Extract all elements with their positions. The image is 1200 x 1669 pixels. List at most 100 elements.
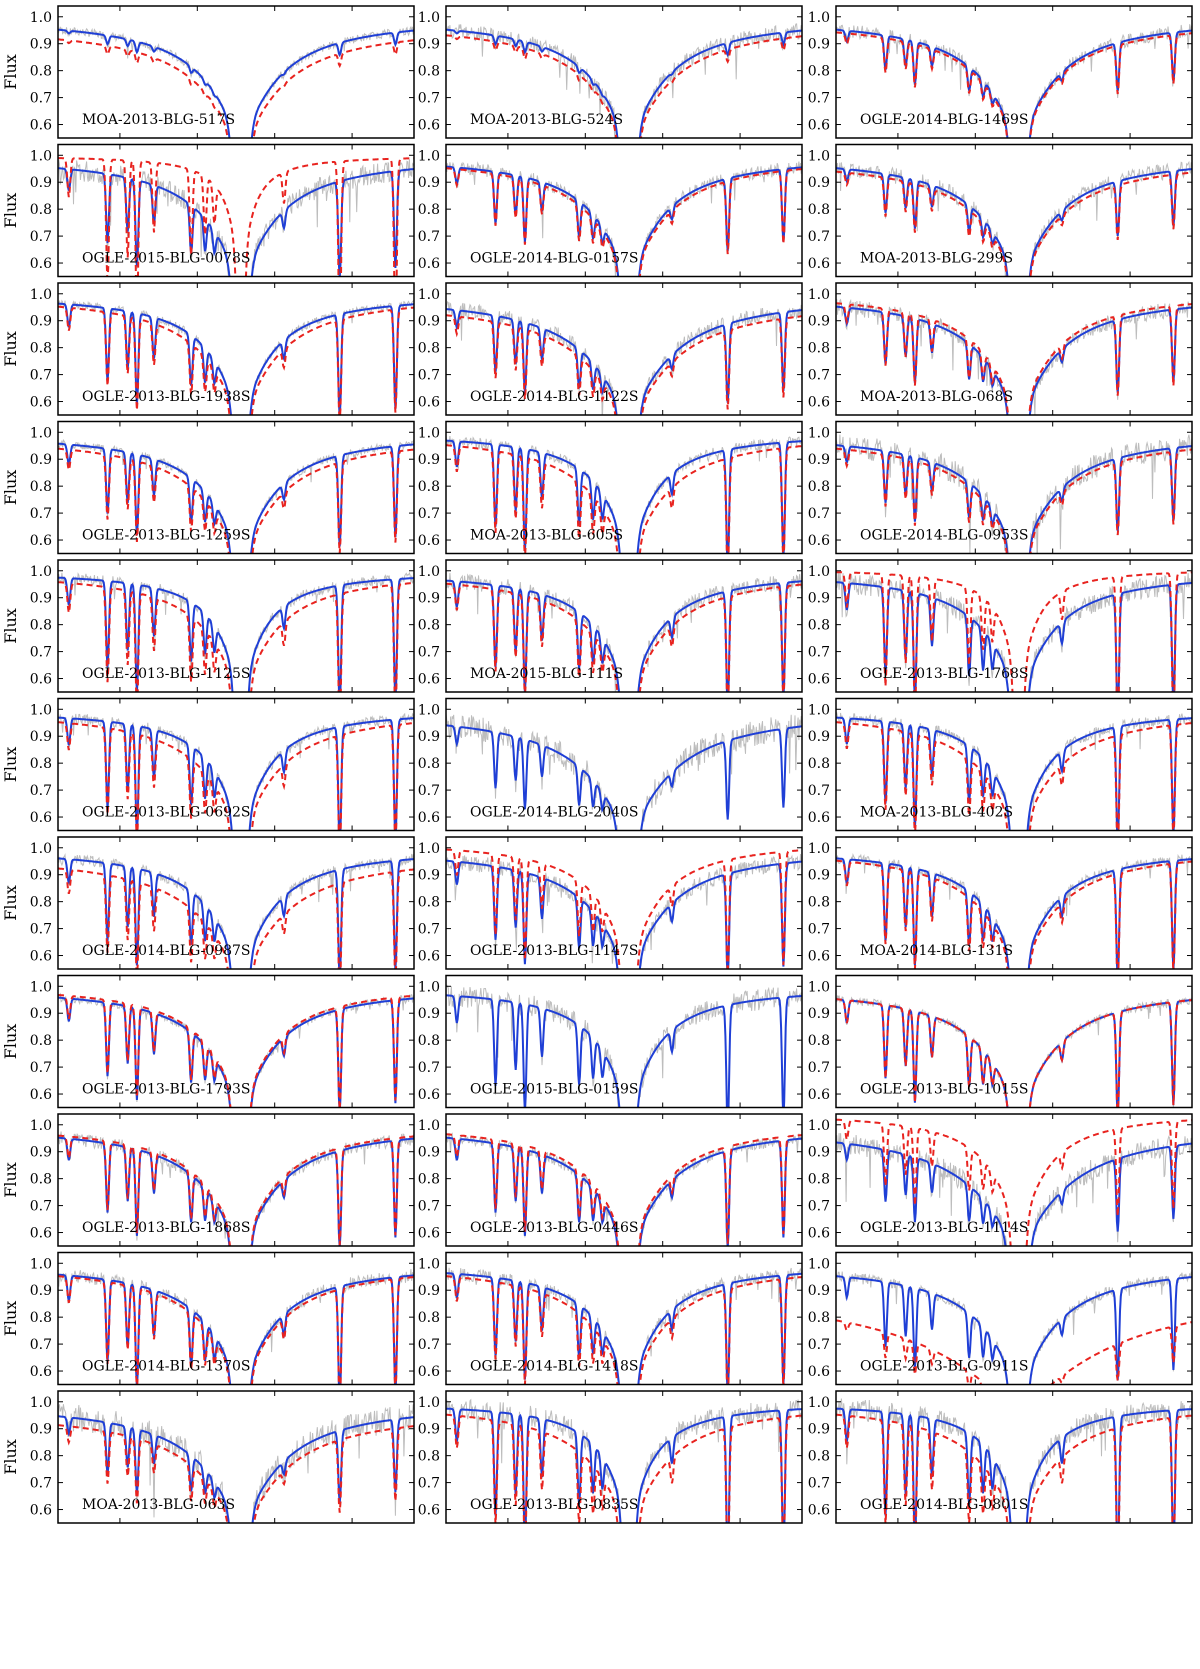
model-alt-line: [836, 31, 1192, 138]
panel-plot-area: [58, 1269, 414, 1385]
spectrum-panel: 0.6 0.7 0.8 0.9 1.0 MOA-2013-BLG-299S: [808, 143, 1193, 278]
model-alt-line: [836, 721, 1192, 831]
panel-plot-area: [58, 1131, 414, 1246]
y-tick-label: 0.6: [418, 672, 440, 688]
y-tick-label: 0.6: [418, 533, 440, 549]
y-tick-label: 0.7: [418, 1337, 440, 1353]
star-label: OGLE-2013-BLG-1015S: [860, 1082, 1029, 1098]
y-tick-label: 0.6: [30, 672, 52, 688]
model-fit-line: [836, 444, 1192, 554]
model-fit-line: [836, 1407, 1192, 1523]
y-tick-label: 0.9: [30, 1422, 52, 1438]
y-tick-label: 0.9: [418, 1145, 440, 1161]
y-tick-label: 0.7: [808, 91, 830, 107]
y-tick-label: 0.6: [808, 949, 830, 965]
spectrum-panel: 0.6 0.7 0.8 0.9 1.0 MOA-2013-BLG-524S: [418, 5, 803, 139]
spectrum-panel: 0.6 0.7 0.8 0.9 1.0 MOA-2013-BLG-068S: [808, 282, 1193, 416]
panel-frame: [57, 282, 415, 416]
y-tick-label: 0.6: [808, 1087, 830, 1103]
y-tick-label: 0.9: [418, 452, 440, 468]
y-tick-label: 0.6: [808, 395, 830, 411]
model-fit-line: [836, 857, 1192, 969]
star-label: OGLE-2013-BLG-1938S: [82, 389, 251, 405]
y-tick-label: 0.9: [808, 1422, 830, 1438]
observed-spectrum-line: [446, 1266, 802, 1385]
model-fit-line: [58, 1415, 414, 1523]
y-tick-label: 0.8: [30, 618, 52, 634]
model-fit-line: [836, 716, 1192, 831]
panel-plot-area: [446, 984, 802, 1108]
panel-plot-area: [446, 1398, 802, 1523]
y-tick-label: 0.8: [418, 756, 440, 772]
y-tick-label: 0.7: [418, 783, 440, 799]
model-alt-line: [446, 314, 802, 415]
star-label: MOA-2013-BLG-063S: [82, 1497, 235, 1513]
star-label: MOA-2014-BLG-131S: [860, 943, 1013, 959]
observed-spectrum-line: [58, 853, 414, 969]
star-label: MOA-2013-BLG-517S: [82, 112, 235, 128]
y-tick-label: 0.9: [418, 1006, 440, 1022]
panel-plot-area: [446, 300, 802, 415]
y-tick-label: 0.6: [30, 533, 52, 549]
y-tick-label: 1.0: [30, 287, 52, 303]
y-tick-label: 0.7: [808, 1476, 830, 1492]
model-fit-line: [58, 167, 414, 277]
spectrum-panel: 0.6 0.7 0.8 0.9 1.0 OGLE-2014-BLG-0157S: [418, 143, 803, 278]
y-tick-label: 1.0: [30, 1256, 52, 1272]
model-fit-line: [446, 308, 802, 415]
y-axis-title: Flux: [1, 54, 20, 90]
y-tick-label: 0.8: [418, 202, 440, 218]
y-tick-label: 0.6: [418, 1364, 440, 1380]
model-fit-line: [446, 1407, 802, 1523]
model-alt-line: [836, 998, 1192, 1108]
model-alt-line: [446, 444, 802, 554]
y-tick-label: 0.7: [808, 1060, 830, 1076]
spectrum-panel: 0.6 0.7 0.8 0.9 1.0 OGLE-2013-BLG-1147S: [418, 836, 803, 970]
panel-plot-area: [446, 1132, 802, 1246]
y-axis-title: Flux: [1, 1439, 20, 1475]
model-fit-line: [446, 994, 802, 1108]
star-label: OGLE-2013-BLG-1793S: [82, 1082, 251, 1098]
panel-plot-area: [58, 25, 414, 138]
y-tick-label: 0.7: [418, 645, 440, 661]
star-label: OGLE-2013-BLG-0692S: [82, 805, 251, 821]
y-tick-label: 0.7: [30, 229, 52, 245]
model-alt-line: [836, 302, 1192, 415]
y-tick-label: 0.8: [418, 1449, 440, 1465]
model-fit-line: [836, 1141, 1192, 1246]
panel-plot-area: [836, 853, 1192, 969]
panel-frame: [835, 974, 1193, 1109]
star-label: MOA-2013-BLG-402S: [860, 805, 1013, 821]
y-tick-label: 1.0: [418, 1256, 440, 1272]
panel-plot-area: [446, 1266, 802, 1385]
star-label: OGLE-2013-BLG-1868S: [82, 1220, 251, 1236]
model-fit-line: [446, 28, 802, 138]
spectrum-panel: 0.6 0.7 0.8 0.9 1.0 OGLE-2015-BLG-0159S: [418, 974, 803, 1109]
spectrum-panel: 0.6 0.7 0.8 0.9 1.0 OGLE-2013-BLG-0911S: [808, 1251, 1193, 1386]
panel-frame: [835, 697, 1193, 832]
spectrum-panel: 0.6 0.7 0.8 0.9 1.0 Flux OGLE-2013-BLG-1793S: [1, 974, 415, 1109]
model-fit-line: [58, 576, 414, 692]
y-tick-label: 0.7: [808, 229, 830, 245]
y-tick-label: 0.8: [418, 895, 440, 911]
y-tick-label: 1.0: [418, 841, 440, 857]
y-tick-label: 0.6: [418, 395, 440, 411]
spectrum-panel: 0.6 0.7 0.8 0.9 1.0 MOA-2015-BLG-111S: [418, 559, 803, 693]
y-tick-label: 1.0: [808, 10, 830, 26]
model-alt-line: [58, 447, 414, 554]
y-tick-label: 0.6: [30, 1226, 52, 1242]
y-tick-label: 1.0: [30, 979, 52, 995]
y-tick-label: 0.8: [808, 202, 830, 218]
panel-plot-area: [836, 1118, 1192, 1246]
model-fit-line: [58, 302, 414, 415]
y-tick-label: 1.0: [418, 1395, 440, 1411]
y-tick-label: 0.6: [808, 1226, 830, 1242]
y-tick-label: 0.7: [808, 783, 830, 799]
spectrum-panel: 0.6 0.7 0.8 0.9 1.0 Flux OGLE-2013-BLG-1259S: [1, 420, 415, 555]
y-tick-label: 0.9: [30, 1006, 52, 1022]
y-tick-label: 1.0: [30, 10, 52, 26]
model-fit-line: [836, 28, 1192, 138]
y-tick-label: 0.9: [418, 314, 440, 330]
